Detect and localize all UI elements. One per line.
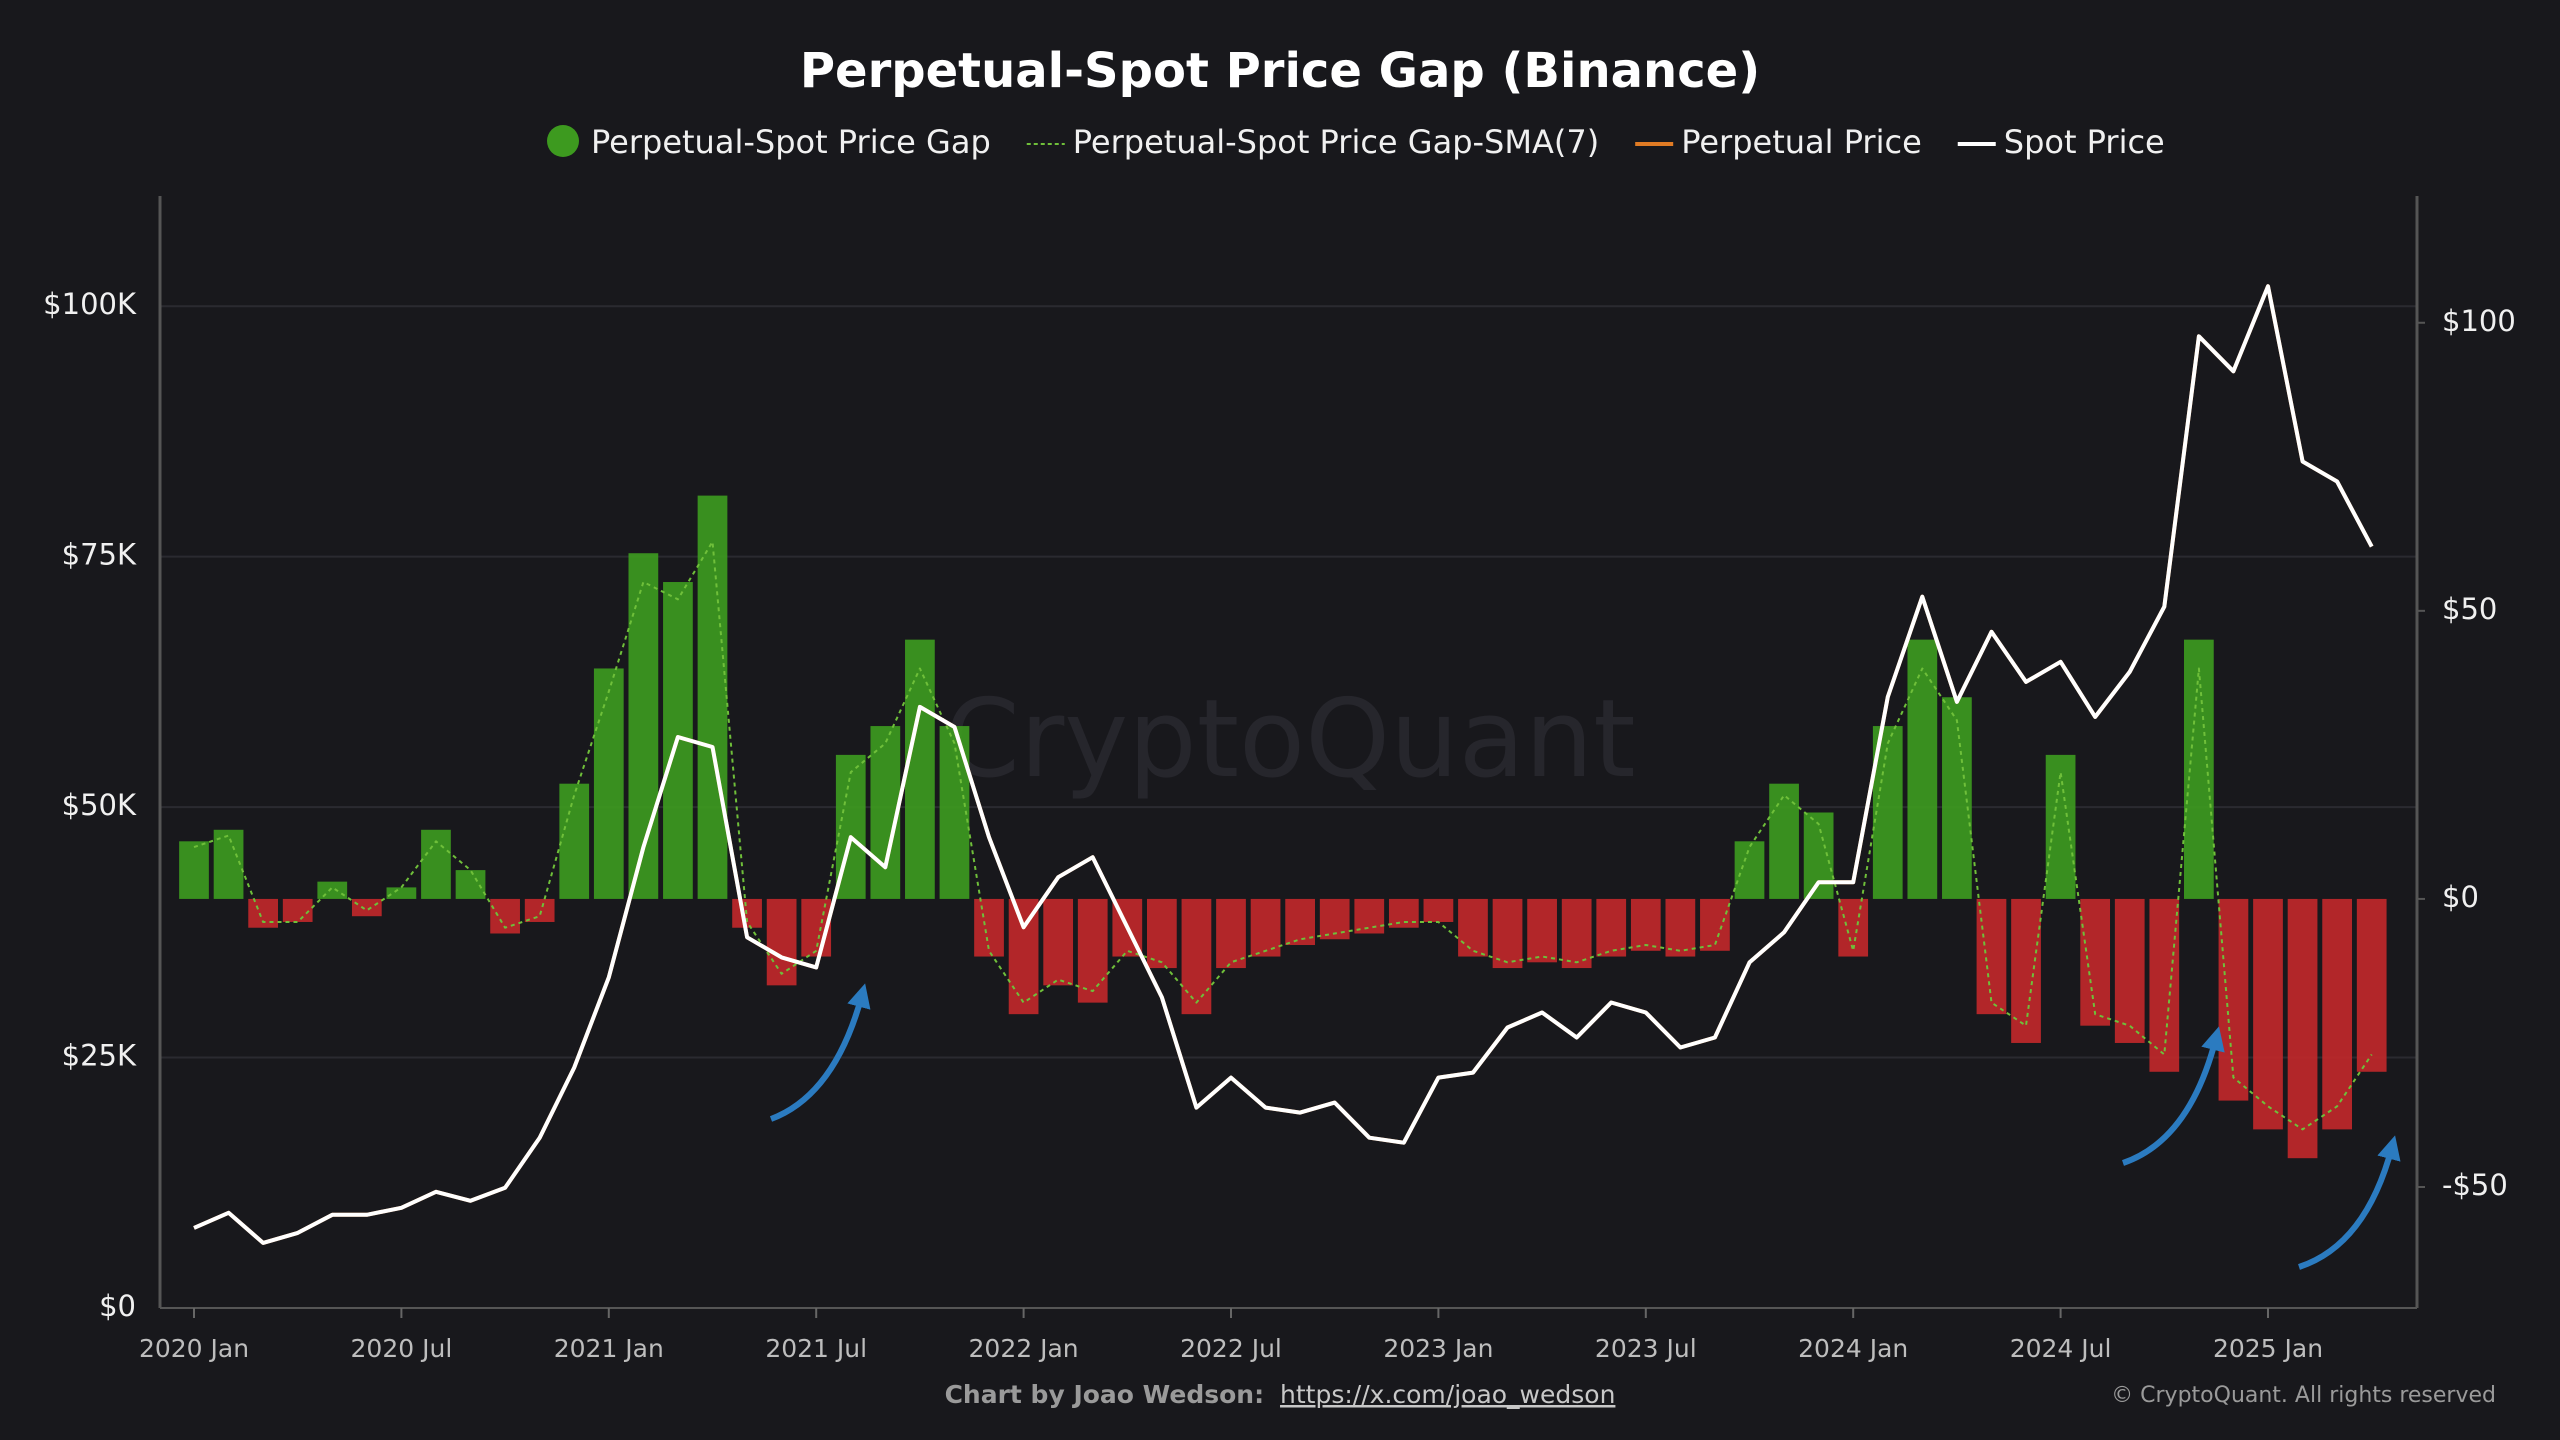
- bar: [455, 870, 486, 899]
- bar: [421, 829, 451, 899]
- y2-tick-label: $0: [2442, 880, 2479, 914]
- y-tick-label: $75K: [62, 538, 137, 572]
- arrow: [769, 983, 871, 1122]
- bar: [179, 841, 209, 899]
- y-tick-label: $50K: [62, 788, 137, 822]
- bar: [1250, 898, 1281, 957]
- bar: [1458, 898, 1488, 957]
- bar: [1665, 898, 1696, 957]
- bar: [248, 898, 278, 928]
- bar: [1077, 898, 1108, 1003]
- bar: [1043, 898, 1074, 986]
- plot-area: $0 $25K $50K $75K $100K -$50 $0 $50 $100 2020 Jan…: [43, 196, 2516, 1363]
- bar: [697, 495, 728, 899]
- bar: [2253, 898, 2283, 1130]
- bar: [1976, 898, 2007, 1015]
- x-tick-label: 2024 Jan: [1798, 1334, 1908, 1363]
- bar: [524, 898, 555, 922]
- bar: [1354, 898, 1385, 934]
- arrow: [2298, 1135, 2401, 1270]
- y2-tick-label: -$50: [2442, 1168, 2508, 1202]
- bar: [1388, 898, 1419, 928]
- bar: [1561, 898, 1592, 969]
- bar: [2322, 898, 2352, 1130]
- x-tick-label: 2020 Jul: [351, 1334, 453, 1363]
- x-tick-label: 2021 Jan: [554, 1334, 664, 1363]
- bar: [559, 783, 590, 899]
- y2-tick-label: $100: [2442, 304, 2516, 338]
- legend-swatch: [547, 125, 579, 157]
- bar: [213, 829, 244, 899]
- bar: [1596, 898, 1627, 957]
- bar: [939, 726, 970, 899]
- bar: [317, 881, 348, 899]
- x-tick-label: 2021 Jul: [765, 1334, 867, 1363]
- x-tick-label: 2023 Jan: [1383, 1334, 1493, 1363]
- series-line: [193, 284, 2374, 1245]
- x-tick-label: 2020 Jan: [139, 1334, 249, 1363]
- chart-title: Perpetual-Spot Price Gap (Binance): [800, 43, 1760, 99]
- bar: [2080, 898, 2111, 1026]
- bar: [1181, 898, 1212, 1015]
- legend-label: Spot Price: [2004, 123, 2165, 161]
- credit: Chart by Joao Wedson:: [945, 1380, 1265, 1409]
- bar: [1803, 812, 1834, 899]
- bar: [1147, 898, 1177, 969]
- bar: [1216, 898, 1246, 969]
- legend: Perpetual-Spot Price Gap Perpetual-Spot P…: [547, 123, 2165, 161]
- bar: [1907, 639, 1938, 899]
- bar: [1492, 898, 1523, 969]
- arrow: [2122, 1026, 2225, 1166]
- bar: [2287, 898, 2318, 1159]
- bar: [1423, 898, 1454, 922]
- bar: [1734, 841, 1765, 899]
- bar: [1527, 898, 1557, 963]
- x-tick-label: 2022 Jul: [1180, 1334, 1282, 1363]
- bar: [282, 898, 313, 922]
- x-tick-label: 2024 Jul: [2010, 1334, 2112, 1363]
- legend-label: Perpetual-Spot Price Gap-SMA(7): [1073, 123, 1599, 161]
- bar: [2149, 898, 2180, 1072]
- y-tick-label: $25K: [62, 1039, 137, 1073]
- y2-tick-label: $50: [2442, 592, 2497, 626]
- legend-label: Perpetual-Spot Price Gap: [591, 123, 991, 161]
- y-tick-label: $100K: [43, 287, 137, 321]
- bar: [386, 887, 417, 899]
- x-tick-label: 2023 Jul: [1595, 1334, 1697, 1363]
- bar: [1630, 898, 1661, 951]
- x-tick-label: 2025 Jan: [2213, 1334, 2323, 1363]
- legend-label: Perpetual Price: [1681, 123, 1922, 161]
- x-tick-label: 2022 Jan: [969, 1334, 1079, 1363]
- bar: [905, 639, 935, 899]
- footer: Chart by Joao Wedson: https://x.com/joao…: [945, 1380, 1616, 1409]
- copyright: © CryptoQuant. All rights reserved: [2111, 1383, 2496, 1408]
- bar: [351, 898, 382, 917]
- bar: [1942, 697, 1972, 899]
- bar: [2356, 898, 2387, 1072]
- y-tick-label: $0: [99, 1289, 136, 1323]
- bar: [593, 668, 624, 899]
- bar: [2114, 898, 2145, 1043]
- watermark: CryptoQuant: [944, 677, 1635, 802]
- bar: [1769, 783, 1799, 899]
- bar: [766, 898, 797, 986]
- series-line: [193, 540, 2373, 1131]
- credit-link[interactable]: https://x.com/joao_wedson: [1280, 1380, 1615, 1409]
